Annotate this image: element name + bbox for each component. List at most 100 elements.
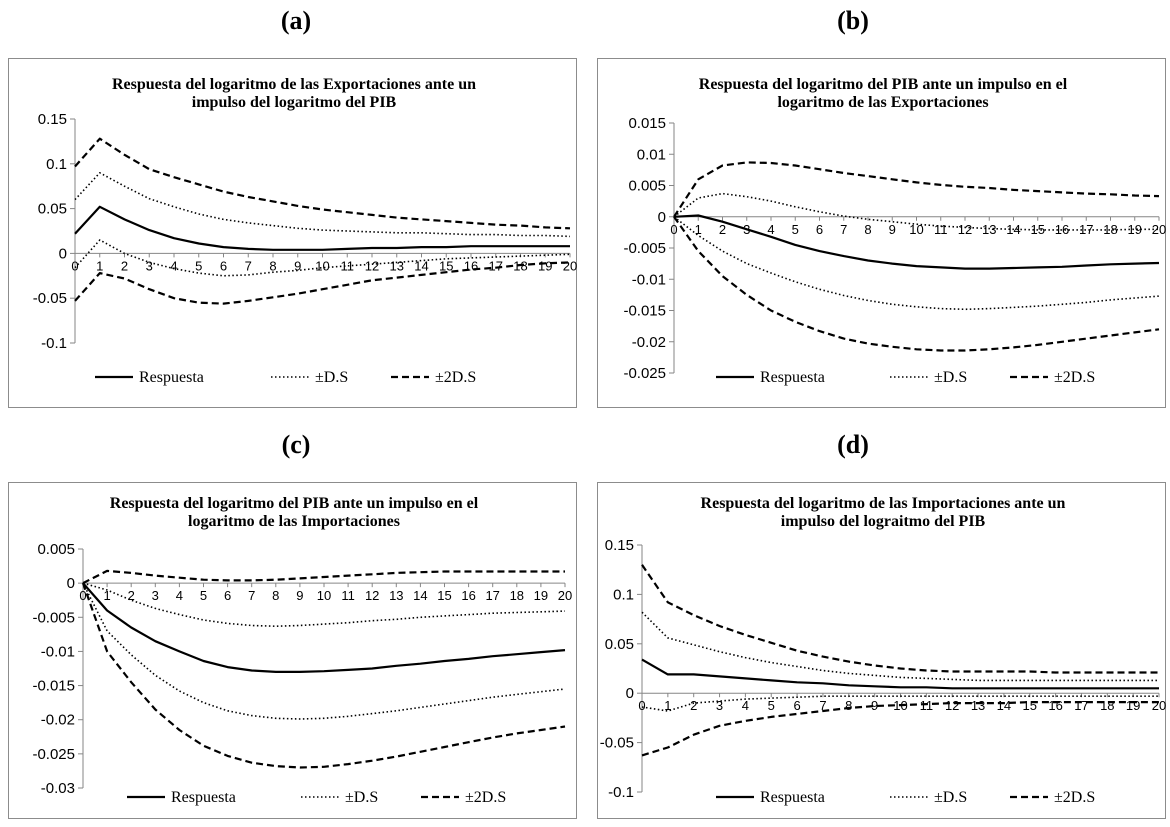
x-tick-label: 16 <box>1055 222 1069 237</box>
y-tick-label: -0.01 <box>41 643 75 660</box>
chart-panel-a: Respuesta del logaritmo de las Exportaci… <box>8 58 577 408</box>
legend-label: ±2D.S <box>465 789 506 806</box>
x-tick-label: 2 <box>690 698 697 713</box>
y-tick-label: -0.025 <box>623 365 666 382</box>
x-tick-label: 8 <box>269 258 276 273</box>
y-tick-label: -0.05 <box>600 735 634 752</box>
x-tick-label: 6 <box>793 698 800 713</box>
x-tick-label: 1 <box>664 698 671 713</box>
panel-letter-b: (b) <box>837 6 869 35</box>
series-line-dashed <box>74 261 571 305</box>
chart-panel-d: Respuesta del logaritmo de las Importaci… <box>597 482 1166 819</box>
x-tick-label: 7 <box>819 698 826 713</box>
x-tick-label: 15 <box>439 258 453 273</box>
panel-letter-a: (a) <box>280 6 312 35</box>
chart-title-line: Respuesta del logaritmo del PIB ante un … <box>699 76 1068 93</box>
x-tick-label: 19 <box>538 258 552 273</box>
y-tick-label: 0.05 <box>38 201 67 218</box>
chart-title-line: impulso del logaritmo del PIB <box>192 94 397 111</box>
x-tick-label: 5 <box>792 222 799 237</box>
x-tick-label: 14 <box>997 698 1011 713</box>
legend-label: ±2D.S <box>1054 369 1095 386</box>
series-line-dotted <box>74 172 571 238</box>
series-line-dotted <box>82 582 566 627</box>
chart-c: Respuesta del logaritmo del PIB ante un … <box>32 495 572 806</box>
x-tick-label: 3 <box>152 588 159 603</box>
x-tick-label: 16 <box>461 588 475 603</box>
x-tick-label: 9 <box>296 588 303 603</box>
x-tick-label: 12 <box>365 258 379 273</box>
series-line-dotted <box>673 192 1159 231</box>
x-tick-label: 19 <box>534 588 548 603</box>
x-tick-label: 10 <box>315 258 329 273</box>
x-tick-label: 2 <box>121 258 128 273</box>
legend-label: ±D.S <box>345 789 378 806</box>
legend-label: Respuesta <box>139 369 204 386</box>
x-tick-label: 20 <box>558 588 572 603</box>
series-line-dashed <box>673 161 1160 218</box>
chart-d: Respuesta del logaritmo de las Importaci… <box>600 495 1166 806</box>
x-tick-label: 11 <box>920 698 934 713</box>
series-line-dashed <box>641 701 1159 757</box>
y-tick-label: -0.02 <box>632 334 666 351</box>
x-tick-label: 7 <box>840 222 847 237</box>
x-tick-label: 6 <box>816 222 823 237</box>
series-line-solid <box>641 658 1159 690</box>
x-tick-label: 9 <box>294 258 301 273</box>
x-tick-label: 6 <box>224 588 231 603</box>
x-tick-label: 8 <box>864 222 871 237</box>
x-tick-label: 1 <box>695 222 702 237</box>
x-tick-label: 15 <box>437 588 451 603</box>
y-tick-label: -0.1 <box>41 335 67 352</box>
x-tick-label: 12 <box>365 588 379 603</box>
y-tick-label: 0.1 <box>46 156 67 173</box>
x-tick-label: 10 <box>317 588 331 603</box>
x-tick-label: 3 <box>146 258 153 273</box>
x-tick-label: 17 <box>485 588 499 603</box>
chart-a: Respuesta del logaritmo de las Exportaci… <box>33 76 577 386</box>
x-tick-label: 6 <box>220 258 227 273</box>
x-tick-label: 2 <box>128 588 135 603</box>
x-tick-label: 1 <box>103 588 110 603</box>
panel-letter-c: (c) <box>281 430 311 459</box>
x-tick-label: 10 <box>909 222 923 237</box>
y-tick-label: -0.025 <box>32 746 75 763</box>
series-line-solid <box>82 582 566 673</box>
x-tick-label: 13 <box>971 698 985 713</box>
y-tick-label: 0.005 <box>628 178 666 195</box>
x-tick-label: 14 <box>414 258 428 273</box>
y-tick-label: 0 <box>658 209 666 226</box>
y-tick-label: -0.015 <box>623 303 666 320</box>
legend-label: Respuesta <box>171 789 236 806</box>
series-line-solid <box>74 205 570 251</box>
series-line-solid <box>673 214 1160 270</box>
x-tick-label: 5 <box>200 588 207 603</box>
legend-label: ±D.S <box>315 369 348 386</box>
x-tick-label: 0 <box>670 222 677 237</box>
x-tick-label: 16 <box>1048 698 1062 713</box>
legend-label: ±D.S <box>934 369 967 386</box>
x-tick-label: 4 <box>767 222 774 237</box>
y-tick-label: 0.05 <box>605 636 634 653</box>
series-line-dashed <box>641 564 1159 674</box>
x-tick-label: 4 <box>742 698 749 713</box>
y-tick-label: -0.03 <box>41 780 75 797</box>
x-tick-label: 0 <box>71 258 78 273</box>
x-tick-label: 13 <box>390 258 404 273</box>
x-tick-label: 20 <box>1152 698 1166 713</box>
y-tick-label: -0.015 <box>32 678 75 695</box>
panel-letter-d: (d) <box>837 430 869 459</box>
x-tick-label: 14 <box>413 588 427 603</box>
y-tick-label: 0.15 <box>605 537 634 554</box>
legend-label: Respuesta <box>760 789 825 806</box>
x-tick-label: 20 <box>563 258 577 273</box>
chart-title-line: logaritmo de las Exportaciones <box>777 94 988 111</box>
y-tick-label: -0.05 <box>33 290 67 307</box>
x-tick-label: 19 <box>1128 222 1142 237</box>
y-tick-label: -0.1 <box>608 784 634 801</box>
series-line-dotted <box>641 695 1159 712</box>
series-line-dotted <box>74 239 571 277</box>
series-line-dotted <box>641 611 1159 682</box>
series-line-dashed <box>74 137 571 230</box>
x-tick-label: 11 <box>341 258 355 273</box>
